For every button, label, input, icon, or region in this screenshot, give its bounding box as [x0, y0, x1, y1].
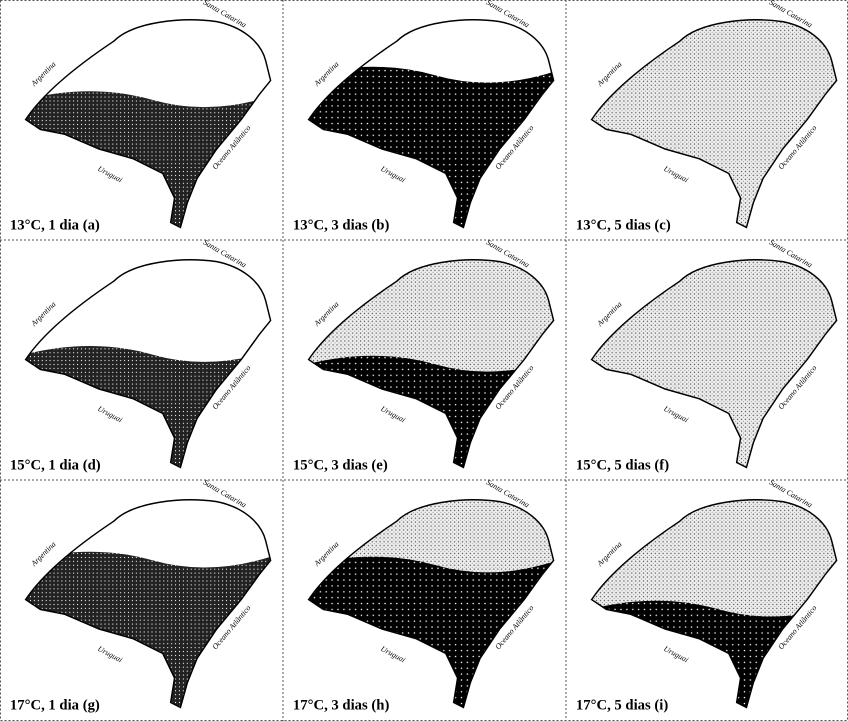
map-label: Argentina	[312, 540, 341, 569]
panel-caption: 13°C, 1 dia (a)	[10, 217, 100, 233]
shaded-region	[6, 85, 300, 237]
map-label: Argentina	[595, 540, 624, 569]
map-label: Argentina	[312, 300, 341, 329]
map-label: Uruguai	[379, 164, 407, 184]
panel-caption: 13°C, 3 dias (b)	[293, 217, 390, 233]
map-label: Uruguai	[96, 164, 124, 184]
panel-caption: 17°C, 1 dia (g)	[10, 697, 100, 713]
map-label: Uruguai	[96, 404, 124, 424]
map-label: Argentina	[595, 300, 624, 329]
panel-caption: 17°C, 5 dias (i)	[576, 697, 668, 713]
map-label: Uruguai	[96, 644, 124, 664]
panel-caption: 17°C, 3 dias (h)	[293, 697, 390, 713]
map-label: Argentina	[595, 60, 624, 89]
map-label: Uruguai	[379, 644, 407, 664]
panel-caption: 15°C, 1 dia (d)	[10, 457, 101, 473]
shaded-region	[289, 61, 583, 237]
map-label: Argentina	[29, 300, 58, 329]
panel-caption: 13°C, 5 dias (c)	[576, 217, 671, 233]
panel-caption: 15°C, 5 dias (f)	[576, 457, 669, 473]
map-label: Uruguai	[379, 404, 407, 424]
map-label: Uruguai	[662, 644, 690, 664]
map-label: Argentina	[312, 60, 341, 89]
figure: ArgentinaSanta CatarinaUruguaiOceano Atl…	[0, 0, 848, 721]
shaded-region	[289, 551, 583, 718]
map-label: Uruguai	[662, 164, 690, 184]
panel-caption: 15°C, 3 dias (e)	[293, 457, 388, 473]
map-label: Argentina	[29, 60, 58, 89]
map-label: Argentina	[29, 540, 58, 569]
map-label: Uruguai	[662, 404, 690, 424]
